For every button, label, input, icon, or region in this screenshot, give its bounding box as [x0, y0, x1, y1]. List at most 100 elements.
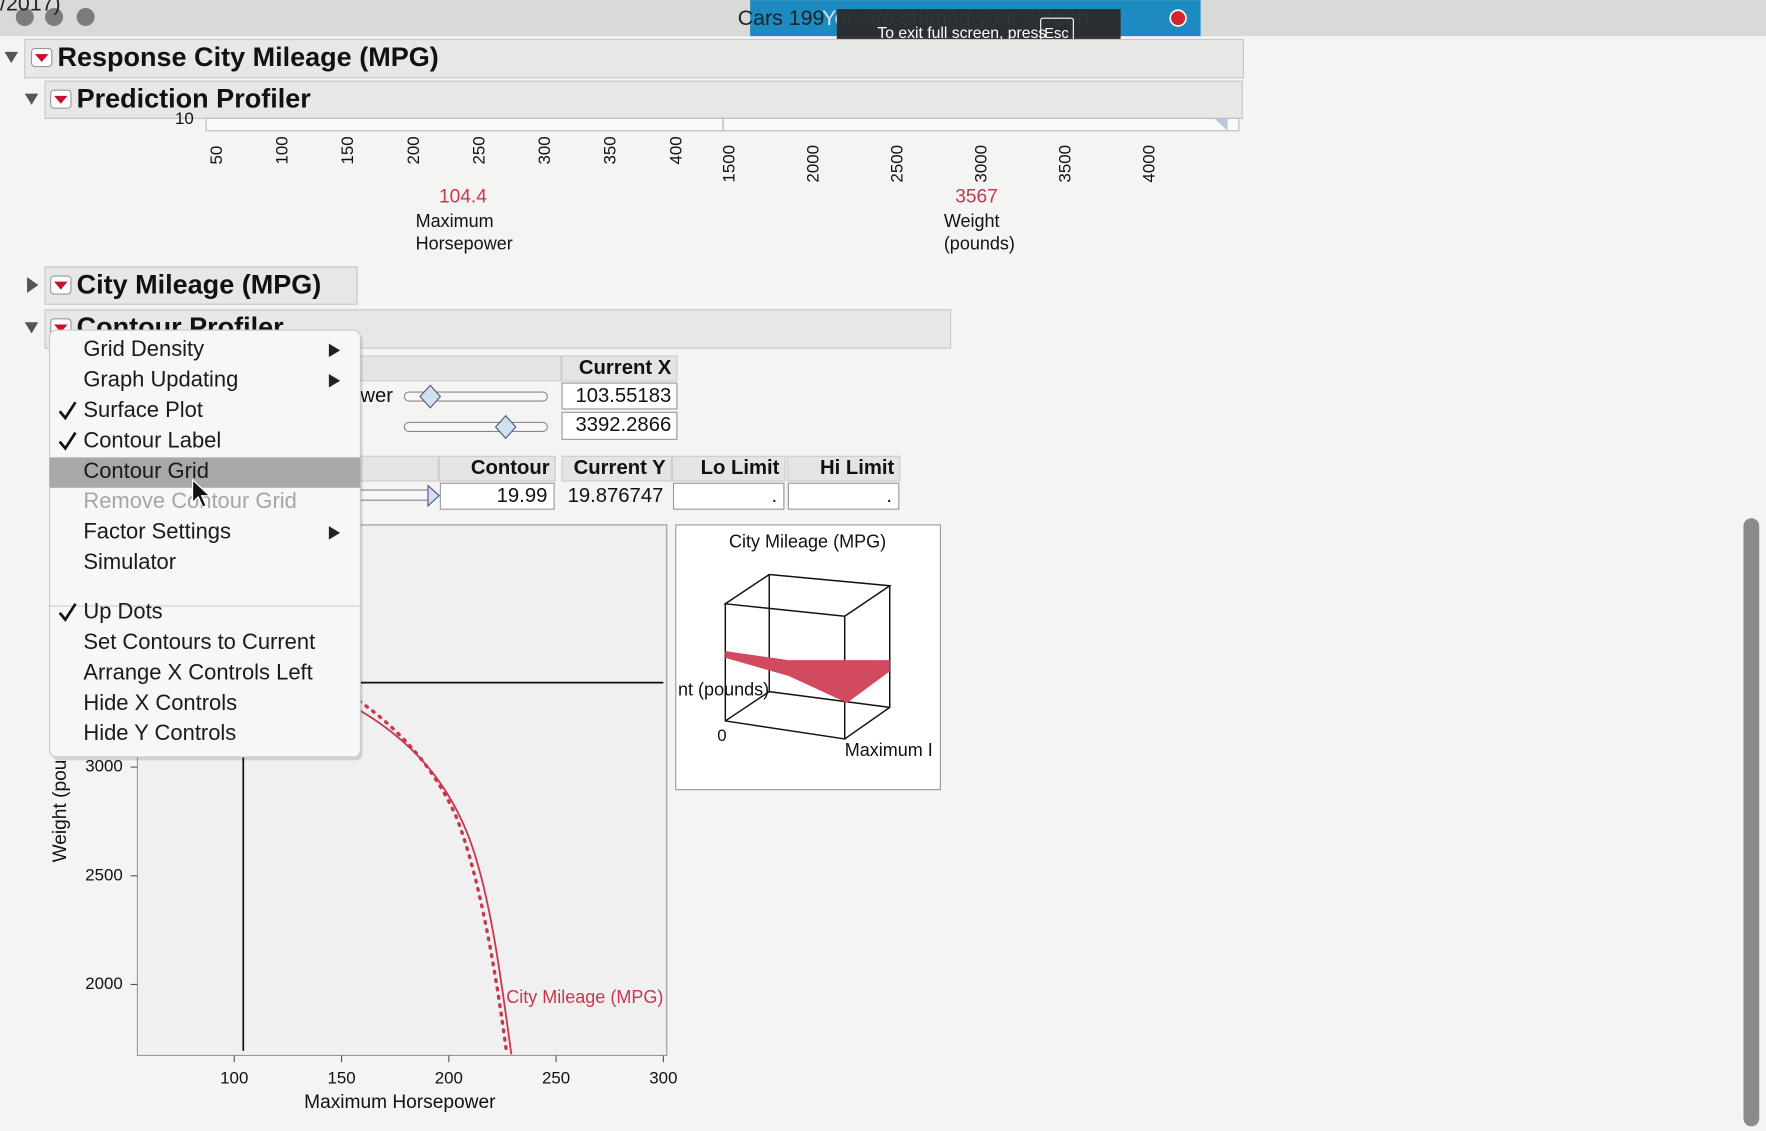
- x-tick-label: 1500: [719, 145, 738, 183]
- submenu-arrow: [328, 343, 341, 358]
- factor-value: 104.4: [439, 186, 487, 207]
- window-button[interactable]: [45, 7, 64, 27]
- input-box[interactable]: [439, 482, 555, 510]
- toast-text: To exit full screen, press: [877, 25, 1046, 42]
- disclosure-triangle[interactable]: [24, 93, 39, 105]
- y-axis-label: Weight (pou: [50, 760, 71, 863]
- x-tick-label: 50: [207, 146, 226, 165]
- cube: [723, 573, 892, 740]
- slider-thumb[interactable]: [494, 414, 517, 440]
- table-header: Hi Limit: [820, 457, 895, 479]
- cursor: [192, 478, 211, 508]
- menu-item[interactable]: Factor Settings: [83, 519, 231, 544]
- table-header: Lo Limit: [701, 457, 780, 479]
- menu-item[interactable]: Grid Density: [83, 336, 204, 361]
- input-box[interactable]: [672, 482, 785, 510]
- current-x: 3392.2866: [575, 414, 671, 436]
- x-tick-label: 2500: [887, 145, 906, 183]
- factor-label: Horsepower: [416, 233, 513, 253]
- up-dots: [336, 685, 509, 1056]
- surface-plot: [675, 524, 942, 791]
- menu-item: Remove Contour Grid: [83, 488, 297, 513]
- x-tick-label: 2000: [803, 145, 822, 183]
- table-cell: 19.99: [497, 485, 548, 507]
- table-header-cell: [786, 455, 901, 482]
- contour-table: Contour 19.99 Current Y 19.876747 Lo Limit. H…: [359, 455, 901, 510]
- menu-item[interactable]: Set Contours to Current: [83, 629, 315, 654]
- table-header-cell: [359, 455, 439, 482]
- table-cell: .: [771, 485, 777, 507]
- factor-label: (pounds): [944, 233, 1015, 253]
- disclosure-triangle[interactable]: [27, 277, 39, 293]
- table-header-cell: [359, 355, 562, 382]
- profiler-ticks: 50 100 150 200 250 300 350 400 1500 2000 2500 3000 3…: [207, 136, 1159, 182]
- check-mark: [58, 431, 77, 451]
- x-tick-label: 250: [542, 1069, 570, 1088]
- disclosure-triangle[interactable]: [24, 322, 39, 334]
- table-header: Contour: [471, 457, 550, 479]
- x-tick-label: 100: [220, 1069, 248, 1088]
- record-indicator: [1169, 9, 1187, 27]
- contour-ticks: 100 150 200 250 300 2000 2500 3000: [85, 757, 677, 1088]
- menu-item[interactable]: Contour Label: [83, 427, 221, 452]
- x-axis-label: Maximum Horsepower: [304, 1092, 496, 1113]
- check-mark: [58, 603, 77, 622]
- window-button[interactable]: [15, 7, 34, 27]
- check-mark: [58, 401, 77, 421]
- window-button[interactable]: [76, 7, 95, 27]
- section-title: Prediction Profiler: [77, 83, 312, 113]
- x-tick-label: 350: [601, 136, 620, 164]
- x-tick-label: 100: [272, 136, 291, 164]
- menu-item[interactable]: Graph Updating: [83, 367, 238, 392]
- section-title: City Mileage (MPG): [77, 269, 322, 299]
- menu-item[interactable]: Hide X Controls: [83, 690, 237, 715]
- submenu-arrow: [328, 374, 341, 388]
- factor-value: 3567: [955, 186, 998, 207]
- slider-track[interactable]: [359, 489, 431, 501]
- slider-thumb[interactable]: [419, 384, 442, 409]
- title-fragment: /2017): [0, 0, 61, 15]
- surface-axis: nt (pounds): [678, 679, 769, 699]
- section-header: [44, 80, 1243, 119]
- menu-item[interactable]: Up Dots: [83, 599, 162, 624]
- submenu-arrow: [328, 526, 341, 540]
- menu-item[interactable]: Contour Grid: [83, 458, 209, 483]
- input-box[interactable]: [787, 482, 900, 510]
- context-menu: [48, 329, 361, 758]
- x-tick-label: 250: [469, 136, 488, 164]
- red-triangle: [34, 54, 49, 63]
- x-tick-label: 150: [327, 1069, 355, 1088]
- slider-thumb[interactable]: [427, 484, 441, 508]
- factor-label: Maximum: [416, 211, 494, 231]
- table-header-cell: [438, 455, 556, 482]
- toast-key: Esc: [1044, 26, 1068, 42]
- contour-line: [337, 697, 513, 1055]
- section-title: Response City Mileage (MPG): [57, 42, 438, 72]
- x-tick-label: 150: [338, 136, 357, 164]
- x-tick-label: 200: [435, 1069, 463, 1088]
- menu-item[interactable]: Surface Plot: [83, 397, 203, 422]
- menu-item[interactable]: Arrange X Controls Left: [83, 659, 312, 684]
- y-tick-label: 2000: [85, 974, 123, 993]
- x-tick-label: 3500: [1055, 145, 1074, 183]
- x-tick-label: 300: [649, 1069, 677, 1088]
- input-box[interactable]: [561, 411, 678, 440]
- disclosure-triangle[interactable]: [4, 51, 19, 64]
- x-tick-label: 4000: [1139, 145, 1158, 183]
- input-box[interactable]: [561, 382, 678, 410]
- contour-label: City Mileage (MPG): [506, 987, 663, 1007]
- scrollbar-thumb[interactable]: [1743, 518, 1760, 1127]
- table-header-cell: [561, 455, 672, 482]
- slider-track[interactable]: [403, 421, 548, 433]
- factor-label: Weight: [944, 211, 1000, 231]
- table-header: Current Y: [574, 457, 666, 479]
- slider-track[interactable]: [403, 391, 548, 402]
- current-x: 103.55183: [575, 385, 671, 407]
- y-tick-label: 3000: [85, 757, 123, 776]
- menu-highlight: [49, 457, 361, 488]
- menu-item[interactable]: Hide Y Controls: [83, 720, 236, 745]
- menu-item[interactable]: Simulator: [83, 549, 176, 574]
